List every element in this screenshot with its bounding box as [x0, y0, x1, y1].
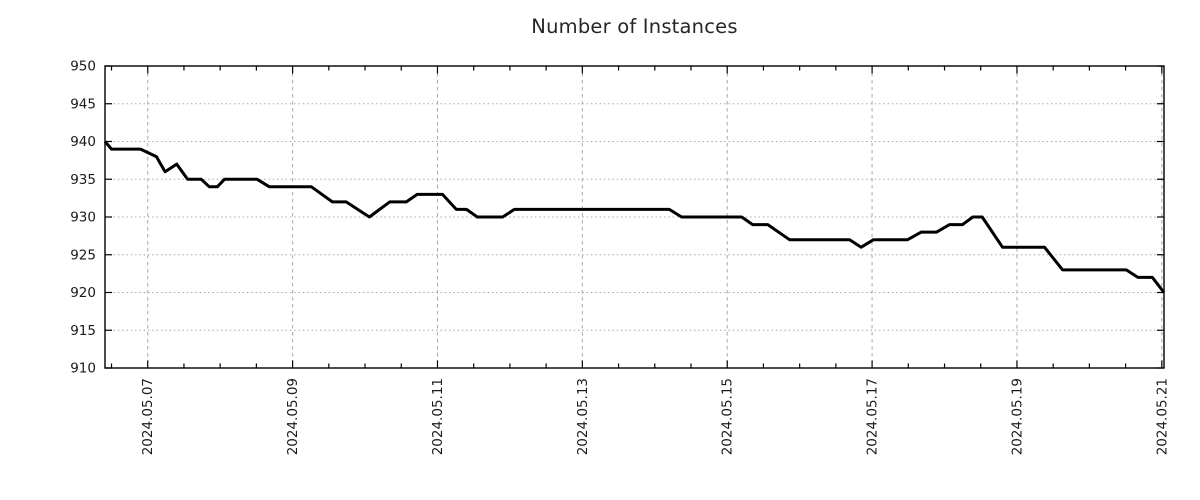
chart-title: Number of Instances — [531, 15, 738, 38]
y-tick-label: 930 — [70, 210, 96, 226]
y-tick-label: 935 — [70, 172, 96, 188]
x-tick-label: 2024.05.15 — [720, 378, 736, 455]
data-line-instances — [103, 140, 1166, 294]
x-tick-label: 2024.05.11 — [430, 378, 446, 455]
y-gridlines — [105, 103, 1164, 331]
x-tick-label: 2024.05.09 — [285, 378, 301, 455]
y-tick-label: 940 — [70, 134, 96, 150]
plot-border — [104, 65, 1165, 369]
y-tick-labels: 910 915 920 925 930 935 940 945 950 — [70, 59, 96, 377]
y-tick-label: 925 — [70, 247, 96, 263]
x-tick-label: 2024.05.19 — [1009, 378, 1025, 455]
x-tick-label: 2024.05.07 — [140, 378, 156, 455]
x-tick-labels: 2024.05.07 2024.05.09 2024.05.11 2024.05.13… — [140, 378, 1170, 455]
y-tick-label: 910 — [70, 361, 96, 377]
x-tick-label: 2024.05.17 — [865, 378, 881, 455]
x-tick-label: 2024.05.13 — [575, 378, 591, 455]
x-gridlines — [147, 66, 1163, 368]
y-tick-label: 920 — [70, 285, 96, 301]
y-tick-label: 915 — [70, 323, 96, 339]
y-tick-label: 945 — [70, 96, 96, 112]
y-tick-label: 950 — [70, 59, 96, 75]
x-tick-label: 2024.05.21 — [1154, 378, 1170, 455]
